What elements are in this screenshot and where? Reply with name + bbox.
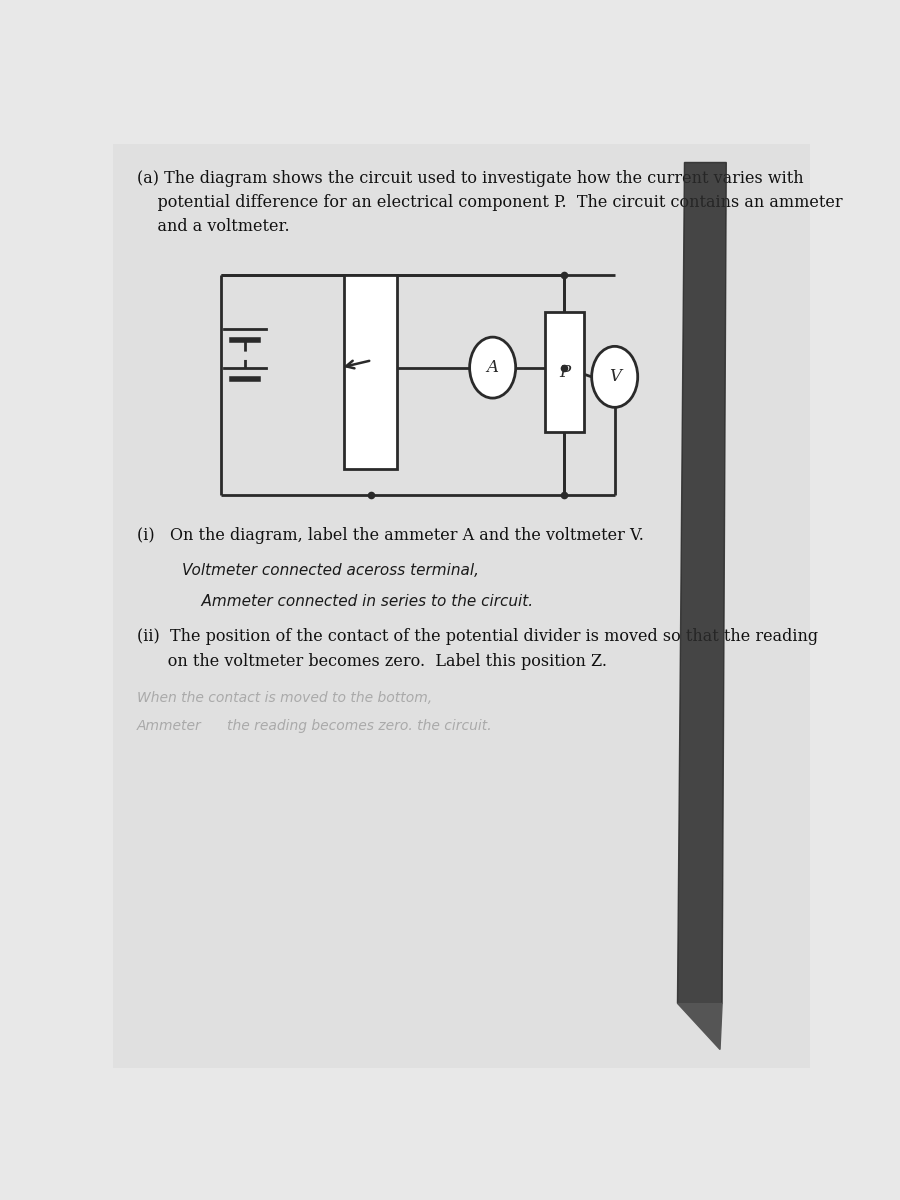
FancyBboxPatch shape: [545, 312, 584, 432]
Circle shape: [591, 347, 638, 407]
Text: (i)   On the diagram, label the ammeter A and the voltmeter V.: (i) On the diagram, label the ammeter A …: [137, 528, 643, 545]
Text: V: V: [608, 368, 621, 385]
Text: Ammeter connected in series to the circuit.: Ammeter connected in series to the circu…: [182, 594, 534, 608]
Polygon shape: [678, 1003, 722, 1050]
Text: Ammeter      the reading becomes zero. the circuit.: Ammeter the reading becomes zero. the ci…: [137, 719, 492, 733]
Polygon shape: [678, 162, 726, 1003]
Text: A: A: [487, 359, 499, 376]
Text: Voltmeter connected aceross terminal,: Voltmeter connected aceross terminal,: [182, 563, 479, 577]
FancyBboxPatch shape: [344, 275, 397, 469]
Text: P: P: [559, 364, 570, 380]
Text: (a) The diagram shows the circuit used to investigate how the current varies wit: (a) The diagram shows the circuit used t…: [137, 170, 842, 235]
Text: (ii)  The position of the contact of the potential divider is moved so that the : (ii) The position of the contact of the …: [137, 628, 818, 670]
Text: When the contact is moved to the bottom,: When the contact is moved to the bottom,: [137, 691, 432, 706]
Circle shape: [470, 337, 516, 398]
